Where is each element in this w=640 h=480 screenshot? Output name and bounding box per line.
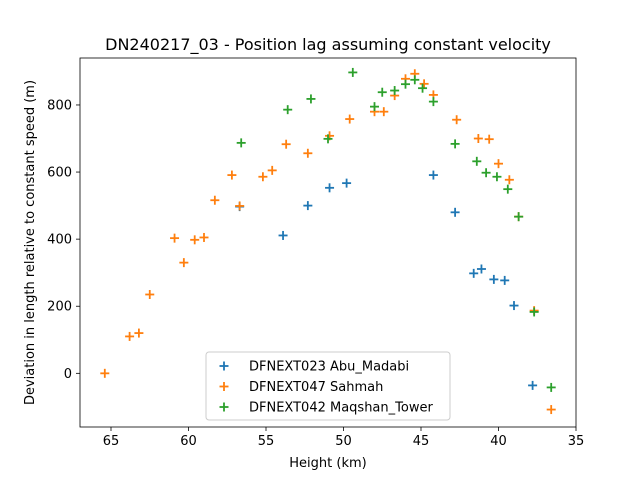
data-point [281,139,291,149]
data-point [494,159,503,169]
x-tick-label: 55 [258,434,275,449]
data-point [473,134,483,144]
data-point [278,230,288,240]
data-point [283,105,293,115]
data-point [469,268,479,278]
data-point [303,148,313,158]
x-axis-label: Height (km) [289,456,366,471]
data-point [236,138,246,148]
data-point [472,156,482,166]
data-point [419,79,429,89]
data-point [190,235,200,245]
data-point [428,97,438,107]
data-point [370,102,379,112]
data-point [100,368,110,378]
data-point [428,170,438,180]
data-point [145,289,155,299]
y-axis: 0 200 400 600 800 [47,98,80,382]
x-tick-label: 35 [568,434,585,449]
plot-area [100,67,556,415]
legend-box [205,351,451,421]
data-point [199,232,209,242]
plot-frame [79,57,577,428]
data-point [418,83,428,93]
data-point [267,165,277,175]
data-point [528,380,538,390]
legend-marker-2 [219,382,229,391]
data-point [179,258,189,268]
chart-title: DN240217_03 - Position lag assuming cons… [105,35,551,55]
data-point [410,75,420,85]
y-tick-label: 0 [64,367,72,382]
data-point [401,79,410,89]
series-3 [236,67,556,392]
y-tick-label: 600 [47,166,72,181]
data-point [504,175,514,185]
data-point [348,67,358,77]
data-point [484,134,494,144]
data-point [452,115,462,125]
data-point [323,134,333,144]
series-1 [235,170,538,390]
data-point [210,195,220,205]
legend-marker-3 [219,402,229,412]
data-point [529,307,539,317]
data-point [450,139,460,149]
data-point [514,212,524,222]
data-point [235,201,245,211]
data-point [390,86,400,96]
y-tick-label: 200 [47,300,72,315]
data-point [503,184,513,194]
x-axis: 65 60 55 50 45 40 35 [103,427,585,449]
data-point [134,328,144,338]
x-tick-label: 45 [413,434,430,449]
y-tick-label: 800 [47,98,72,113]
data-point [306,94,316,104]
data-point [379,107,389,117]
legend-label-3: DFNEXT042 Maqshan_Tower [249,401,433,416]
data-point [450,207,460,217]
y-axis-label: Deviation in length relative to constant… [23,80,38,405]
x-tick-label: 65 [103,434,120,449]
data-point [476,264,486,274]
legend-marker-1 [219,361,229,371]
data-point [303,201,313,211]
data-point [509,301,519,311]
data-point [377,87,387,97]
x-tick-label: 60 [180,434,197,449]
data-point [546,405,556,415]
x-tick-label: 40 [490,434,507,449]
data-point [345,114,355,124]
data-point [492,172,502,182]
data-point [342,178,352,188]
data-point [489,274,499,284]
data-point [227,170,237,180]
y-tick-label: 400 [47,233,72,248]
data-point [481,168,491,178]
legend-label-2: DFNEXT047 Sahmah [249,380,383,395]
legend: DFNEXT023 Abu_Madabi DFNEXT047 Sahmah DFNE… [205,351,451,421]
data-point [125,331,135,341]
x-tick-label: 50 [335,434,352,449]
series-2 [100,69,556,415]
legend-label-1: DFNEXT023 Abu_Madabi [249,360,409,375]
data-point [546,382,556,392]
data-point [500,275,510,285]
data-point [325,183,335,193]
data-point [258,172,268,182]
data-point [170,233,180,243]
